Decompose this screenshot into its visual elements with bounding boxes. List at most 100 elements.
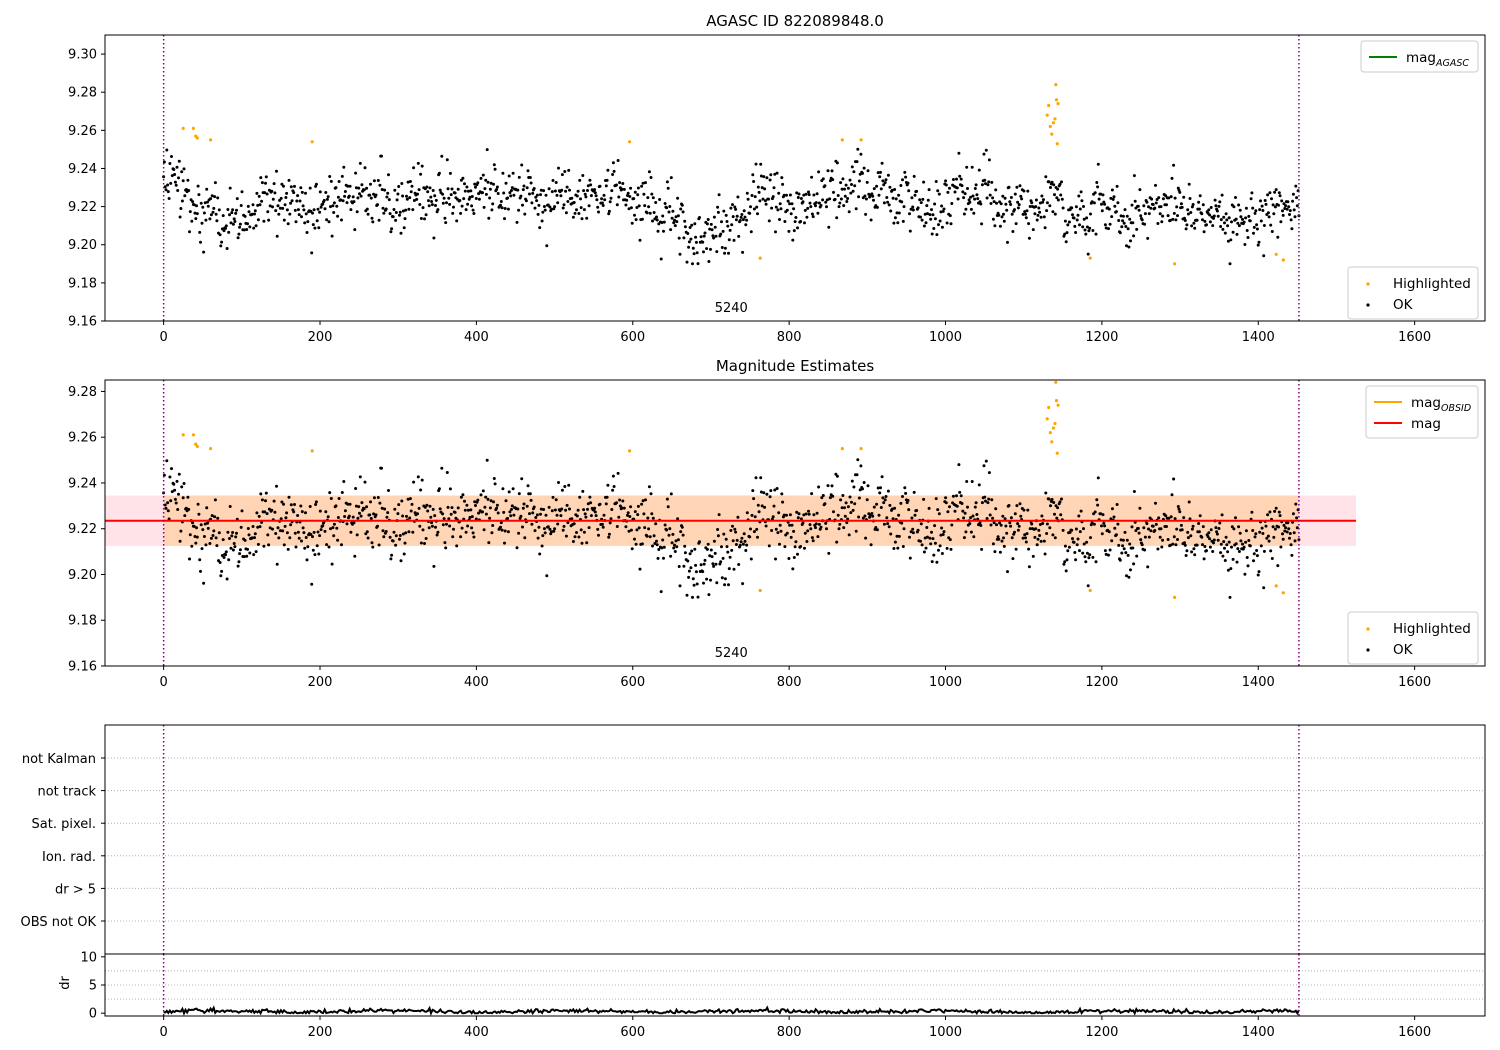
ok-point (481, 510, 484, 514)
ok-point (844, 183, 848, 187)
ok-point (765, 492, 769, 496)
ok-point (1226, 239, 1230, 243)
ok-point (538, 552, 542, 556)
ok-point (289, 503, 293, 507)
ok-point (521, 188, 525, 192)
ok-point (407, 207, 411, 211)
ok-point (759, 162, 763, 166)
ok-point (803, 546, 806, 550)
ok-point (863, 194, 867, 198)
ok-point (1101, 193, 1105, 197)
ok-point (1212, 214, 1216, 218)
ok-point (501, 487, 505, 491)
ok-point (944, 179, 948, 183)
ok-point (713, 551, 717, 555)
ok-point (424, 537, 428, 540)
ok-point (937, 223, 940, 227)
ok-point (235, 208, 238, 212)
ok-point (1143, 548, 1147, 552)
ok-point (641, 181, 645, 185)
ok-point (377, 218, 381, 222)
ok-point (786, 199, 790, 203)
ok-point (942, 207, 946, 211)
ok-point (1168, 218, 1172, 222)
ok-point (923, 212, 927, 216)
y-tick-label: 0 (89, 1007, 97, 1022)
ok-point (436, 530, 440, 534)
ok-point (489, 181, 493, 185)
ok-point (177, 176, 180, 180)
ok-point (329, 497, 333, 500)
ok-point (740, 213, 744, 216)
ok-point (710, 555, 714, 559)
ok-point (640, 542, 644, 546)
ok-point (434, 198, 438, 202)
ok-point (423, 542, 426, 545)
ok-point (834, 472, 838, 476)
ok-point (568, 507, 571, 511)
ok-point (1156, 222, 1160, 225)
ok-point (284, 516, 288, 520)
x-tick-label: 0 (159, 675, 167, 690)
ok-point (729, 206, 733, 210)
ok-point (288, 212, 292, 216)
ok-point (626, 191, 630, 195)
ok-point (730, 223, 734, 227)
ok-point (719, 560, 723, 564)
ok-point (827, 551, 831, 555)
ok-point (456, 506, 460, 510)
ok-point (937, 548, 940, 552)
ok-point (424, 213, 428, 217)
ok-point (722, 209, 726, 213)
ok-point (1172, 211, 1176, 215)
ok-point (878, 491, 882, 495)
ok-point (240, 190, 244, 194)
ok-point (846, 186, 850, 190)
ok-point (382, 535, 386, 539)
ok-point (459, 211, 463, 215)
ok-point (708, 554, 712, 558)
ok-point (799, 197, 803, 200)
ok-point (976, 197, 980, 201)
ok-point (858, 488, 862, 492)
ok-point (764, 524, 768, 528)
ok-point (1023, 533, 1027, 537)
ok-point (1104, 552, 1108, 556)
ok-point (1119, 214, 1123, 218)
ok-point (195, 204, 198, 208)
ok-point (620, 187, 624, 191)
ok-point (1285, 530, 1289, 534)
ok-point (1082, 527, 1085, 531)
ok-point (285, 531, 289, 535)
ok-point (637, 204, 641, 208)
ok-point (1209, 206, 1213, 209)
ok-point (615, 501, 618, 505)
ok-point (661, 214, 665, 218)
ok-point (503, 541, 506, 545)
ok-point (1075, 218, 1079, 222)
ok-point (1123, 530, 1127, 534)
ok-point (328, 175, 332, 178)
ok-point (915, 189, 919, 193)
ok-point (665, 528, 669, 532)
ok-point (650, 512, 654, 516)
ok-point (1048, 526, 1052, 530)
ok-point (556, 522, 560, 526)
ok-point (481, 191, 484, 195)
ok-point (1287, 205, 1291, 209)
ok-point (933, 541, 937, 545)
ok-point (771, 515, 775, 519)
ok-point (1039, 215, 1043, 219)
ok-point (899, 184, 903, 187)
ok-point (966, 187, 969, 190)
ok-point (303, 221, 307, 225)
ok-point (1120, 225, 1124, 229)
ok-point (1072, 540, 1076, 544)
ok-point (990, 498, 994, 502)
ok-point (300, 190, 304, 194)
ok-point (753, 515, 757, 519)
ok-point (648, 211, 652, 215)
ok-point (801, 200, 805, 204)
ok-point (806, 529, 810, 533)
ok-point (260, 498, 264, 502)
